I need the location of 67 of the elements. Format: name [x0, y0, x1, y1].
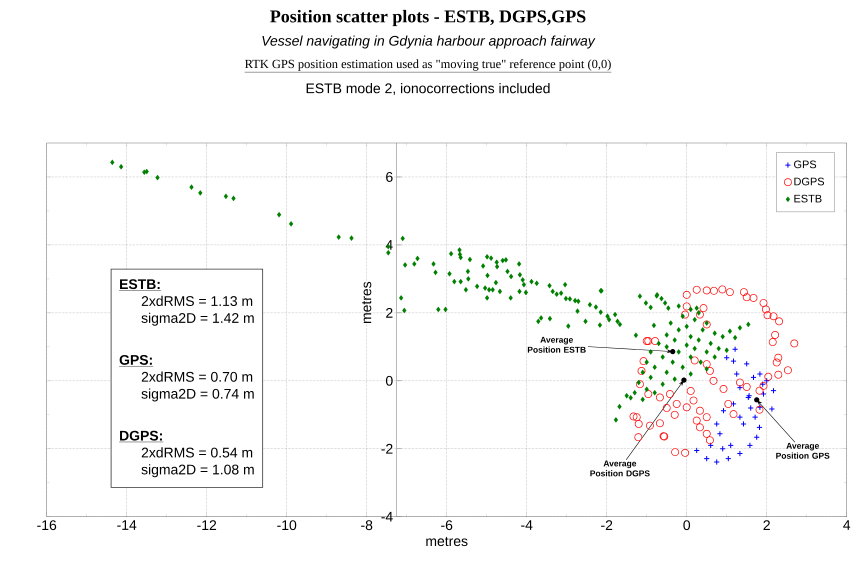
- x-tick-label: 2: [764, 520, 770, 530]
- point: [720, 446, 726, 452]
- point: [716, 430, 723, 437]
- point: [744, 360, 750, 367]
- annotation: sigma2D = 1.08 m: [141, 464, 254, 478]
- point: [725, 456, 732, 462]
- point: [768, 406, 775, 412]
- x-tick-label: -8: [361, 520, 372, 530]
- text: RTK GPS position estimation used as "moving true" reference point (0,0): [245, 59, 611, 71]
- y-tick-label: 0: [386, 376, 393, 386]
- point: [745, 394, 752, 401]
- x-tick-label: -12: [197, 520, 216, 530]
- annotation: sigma2D = 1.42 m: [141, 312, 254, 326]
- point: [728, 442, 734, 448]
- legend-label: GPS: [794, 160, 816, 168]
- chart-title: Position scatter plots - ESTB, DGPS,GPS: [270, 10, 586, 26]
- point: [750, 374, 757, 380]
- x-tick-label: 0: [683, 520, 690, 530]
- point: [714, 458, 720, 466]
- point: [714, 420, 720, 428]
- annotation: ESTB:: [120, 279, 160, 290]
- annotation: Average Position ESTB: [528, 336, 586, 353]
- point: [756, 424, 763, 430]
- x-tick-label: -16: [37, 520, 56, 530]
- x-tick-label: -2: [601, 520, 612, 530]
- point: [724, 354, 730, 361]
- annotation: DGPS:: [120, 430, 162, 441]
- point: [752, 414, 758, 420]
- y-axis-title: metres: [362, 282, 372, 324]
- x-tick-label: -4: [521, 520, 532, 530]
- x-tick-label: -10: [277, 520, 296, 530]
- annotation: Average Position GPS: [776, 442, 830, 459]
- legend-label: DGPS: [794, 178, 824, 186]
- legend-label: ESTB: [794, 194, 822, 202]
- point: [748, 404, 754, 412]
- y-tick-label: -4: [381, 512, 393, 522]
- x-tick-label: -6: [441, 520, 452, 530]
- annotation: sigma2D = 0.74 m: [141, 388, 254, 402]
- point: [720, 408, 727, 414]
- annotation: GPS:: [120, 354, 152, 365]
- point: [704, 456, 710, 462]
- y-tick-label: 2: [386, 308, 392, 318]
- y-tick-label: -2: [381, 444, 392, 454]
- x-axis-title: metres: [426, 536, 468, 546]
- point: [770, 388, 777, 394]
- point: [736, 450, 743, 457]
- annotation: 2xdRMS = 0.70 m: [142, 372, 252, 382]
- point: [740, 420, 747, 428]
- point: [730, 358, 737, 364]
- point: [756, 404, 763, 410]
- point: [760, 381, 766, 388]
- annotation: 2xdRMS = 0.54 m: [142, 447, 252, 458]
- x-tick-label: -14: [117, 520, 136, 530]
- point: [732, 346, 738, 352]
- text: ESTB mode 2, ionocorrections included: [306, 83, 550, 95]
- point: [694, 447, 700, 454]
- point: [746, 442, 753, 448]
- point: [754, 434, 760, 440]
- point: [734, 370, 740, 378]
- annotation: Average Position DGPS: [590, 460, 650, 476]
- point: [746, 392, 752, 399]
- chart-subtitle: Vessel navigating in Gdynia harbour approach fairway: [262, 35, 596, 48]
- point: [756, 370, 763, 378]
- annotation: 2xdRMS = 1.13 m: [142, 296, 252, 306]
- x-tick-label: 4: [843, 520, 850, 530]
- y-tick-label: 6: [386, 172, 393, 182]
- point: [736, 414, 743, 420]
